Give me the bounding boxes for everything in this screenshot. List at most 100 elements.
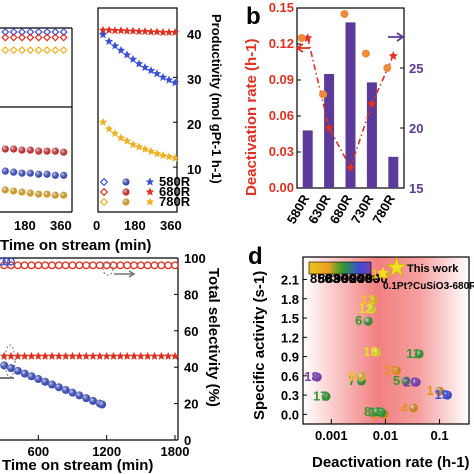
point-label: 7	[348, 373, 355, 388]
colorbar-label: 900	[334, 271, 356, 286]
ball-shine	[26, 189, 34, 197]
star-point	[145, 197, 155, 206]
point-label: 10	[363, 344, 377, 359]
colorbar-label: 863	[318, 271, 340, 286]
colorbar-label: 920	[342, 271, 364, 286]
panel-label: b	[246, 3, 261, 30]
star-point	[170, 153, 180, 162]
diamond-point	[99, 177, 109, 187]
colorbar	[308, 261, 372, 275]
star-point	[104, 36, 114, 46]
bar	[324, 74, 335, 188]
star-point	[157, 351, 166, 360]
ball-shine	[363, 316, 373, 326]
tick-label: 360	[50, 218, 72, 233]
star-point	[116, 133, 126, 142]
star-point	[122, 351, 132, 360]
ball-shine	[7, 364, 15, 373]
star-point	[134, 142, 144, 151]
diamond-point	[42, 27, 52, 36]
star-point	[102, 351, 111, 360]
ball-shine	[35, 170, 43, 178]
star-point	[27, 351, 36, 360]
circle-point	[7, 257, 15, 266]
legend-star-icon: ★	[385, 252, 408, 282]
colorbar-label: 940	[350, 271, 372, 286]
tick-label: 25	[409, 61, 423, 76]
star-point	[116, 45, 126, 55]
star-point	[122, 50, 132, 59]
plot-frame	[302, 256, 470, 425]
tick-label: 0	[93, 218, 100, 233]
circle-point	[68, 261, 77, 270]
panel-a-left: 180 360 Time on stream (min)	[0, 27, 151, 254]
star-point	[110, 41, 120, 50]
star-point	[158, 27, 168, 37]
ball-shine	[54, 383, 63, 392]
star-point	[150, 351, 159, 360]
tick-label: 1200	[92, 444, 121, 459]
tick-label: 600	[27, 444, 49, 459]
star-point	[145, 187, 155, 196]
ball-shine	[408, 403, 418, 413]
colorbar-label: 850	[310, 271, 332, 286]
star-point	[140, 26, 150, 36]
star-point	[122, 26, 132, 35]
circle-point	[95, 261, 104, 270]
plot-frame	[97, 7, 178, 213]
circle-point	[164, 261, 173, 270]
star-point	[145, 177, 155, 186]
ball-shine	[414, 349, 424, 359]
point-label: 20	[403, 374, 417, 389]
ball-shine	[10, 145, 18, 153]
tick-label: 40	[187, 27, 201, 42]
dot-point	[361, 49, 370, 58]
highlight-band	[303, 257, 469, 424]
star-point	[324, 122, 334, 133]
ball-shine	[13, 366, 22, 375]
diamond-point	[42, 46, 52, 55]
point-label: 18	[304, 369, 318, 384]
ball-shine	[43, 147, 51, 155]
star-point	[110, 128, 120, 138]
ball-shine	[401, 376, 411, 386]
point-label: 8	[364, 404, 371, 419]
point-label: 12	[358, 301, 372, 316]
diamond-point	[9, 33, 18, 42]
circle-point	[54, 261, 63, 270]
tick-label: 1.2	[281, 330, 299, 345]
star-point	[40, 351, 50, 360]
star-point	[367, 98, 377, 109]
point-label: 1	[427, 383, 434, 398]
diamond-point	[34, 27, 43, 36]
star-point	[81, 351, 91, 360]
star-point	[88, 351, 98, 360]
circle-point	[27, 261, 36, 270]
star-point	[75, 351, 84, 360]
tick-label: 0.0	[281, 407, 299, 422]
star-point	[152, 27, 162, 36]
star-point	[388, 50, 399, 61]
y-axis-label: Total selectivity (%)	[205, 268, 222, 407]
star-point	[129, 351, 139, 360]
ball-shine	[26, 146, 34, 154]
ball-shine	[43, 190, 51, 198]
legend-label: 680R	[159, 184, 191, 199]
circle-point	[0, 257, 6, 266]
diamond-point	[9, 46, 18, 55]
star-point	[152, 69, 162, 78]
tick-label: 1.5	[281, 311, 299, 326]
diamond-point	[99, 197, 109, 207]
legend-label: This work	[407, 263, 459, 275]
ball-shine	[366, 304, 376, 314]
star-point	[136, 351, 146, 360]
circle-point	[20, 261, 29, 270]
star-point	[104, 124, 114, 133]
star-point	[109, 351, 118, 360]
ball-shine	[18, 169, 26, 177]
star-point	[376, 266, 390, 279]
circle-point	[109, 261, 118, 270]
ball-shine	[60, 148, 68, 156]
